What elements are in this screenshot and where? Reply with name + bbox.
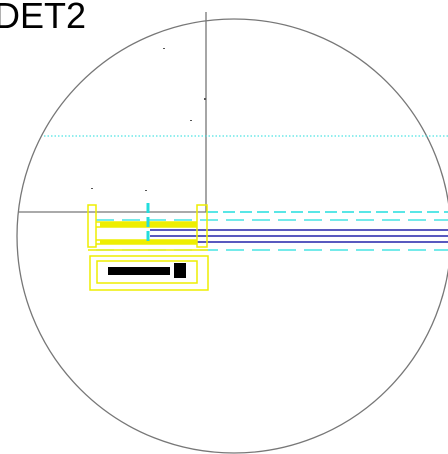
component-fill <box>100 240 197 244</box>
tag <box>108 267 170 275</box>
tag <box>174 263 186 278</box>
detail-label: DET2 <box>0 0 86 36</box>
detail-circle <box>16 18 448 454</box>
specks <box>91 48 206 191</box>
